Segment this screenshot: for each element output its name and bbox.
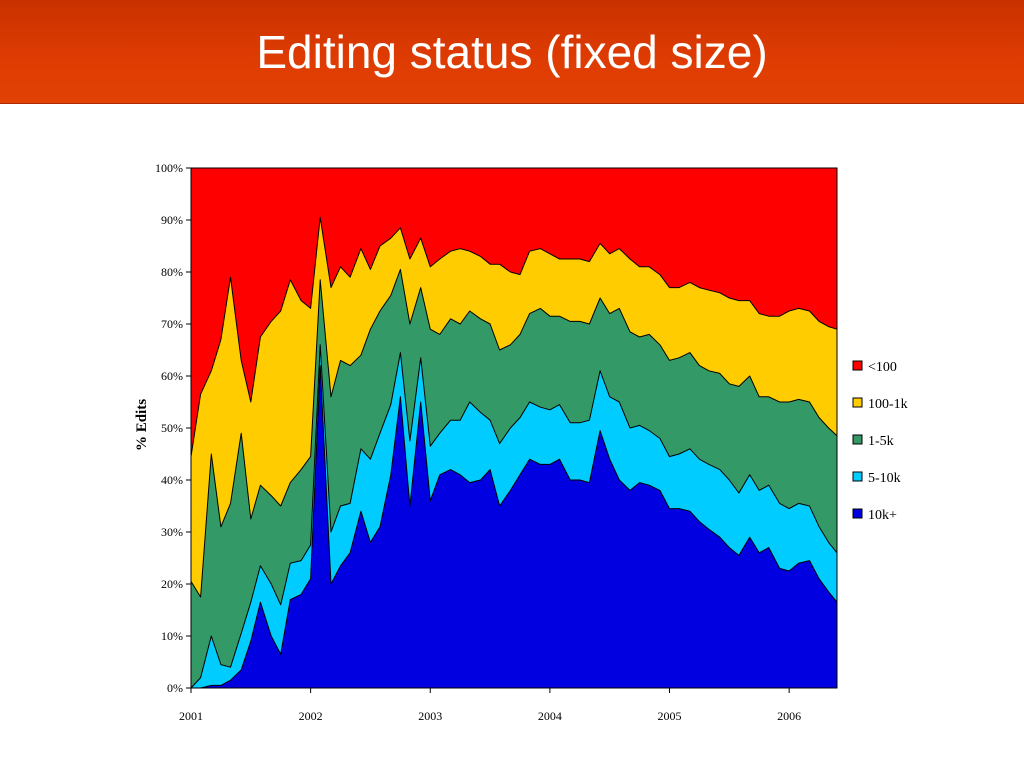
y-axis: 0% 10% 20% 30% 40% 50% 60% 70% 80% 90% 100% xyxy=(155,161,191,695)
x-tick-label: 2002 xyxy=(299,709,323,723)
y-axis-label: % Edits xyxy=(134,399,150,451)
legend-swatch-1-5k xyxy=(852,434,863,445)
y-tick-label: 60% xyxy=(161,369,183,383)
x-tick-label: 2001 xyxy=(179,709,203,723)
x-axis: 2001 2002 2003 2004 2005 2006 xyxy=(179,688,801,723)
title-bar xyxy=(0,0,1024,104)
legend-label-1-5k: 1-5k xyxy=(868,434,894,449)
y-tick-label: 70% xyxy=(161,317,183,331)
y-tick-label: 10% xyxy=(161,629,183,643)
y-tick-label: 40% xyxy=(161,473,183,487)
x-tick-label: 2006 xyxy=(777,709,801,723)
slide-title: Editing status (fixed size) xyxy=(256,25,768,78)
legend-swatch-100-1k xyxy=(852,397,863,408)
area-series-10k xyxy=(190,365,838,689)
y-tick-label: 50% xyxy=(161,421,183,435)
x-tick-label: 2004 xyxy=(538,709,562,723)
x-tick-label: 2003 xyxy=(418,709,442,723)
legend-label-5-10k: 5-10k xyxy=(868,471,901,486)
x-tick-label: 2005 xyxy=(658,709,682,723)
legend-label-lt100: <100 xyxy=(868,360,897,375)
y-tick-label: 0% xyxy=(167,681,183,695)
legend-label-10k-: 10k+ xyxy=(868,508,897,523)
y-tick-label: 80% xyxy=(161,265,183,279)
legend-swatch-5-10k xyxy=(852,471,863,482)
area-series-group xyxy=(190,167,838,689)
legend-swatch-10k- xyxy=(852,508,863,519)
y-tick-label: 20% xyxy=(161,577,183,591)
legend-swatch-lt100 xyxy=(852,360,863,371)
stacked-area-chart: 0%10%20%30%40%50%60%70%80%90%100% 2001 20… xyxy=(134,161,908,723)
legend-label-100-1k: 100-1k xyxy=(868,397,908,412)
y-tick-label: 100% xyxy=(155,161,183,175)
legend: <100 100-1k 1-5k 5-10k 10k+ xyxy=(852,360,908,523)
y-tick-label: 30% xyxy=(161,525,183,539)
y-tick-label: 90% xyxy=(161,213,183,227)
